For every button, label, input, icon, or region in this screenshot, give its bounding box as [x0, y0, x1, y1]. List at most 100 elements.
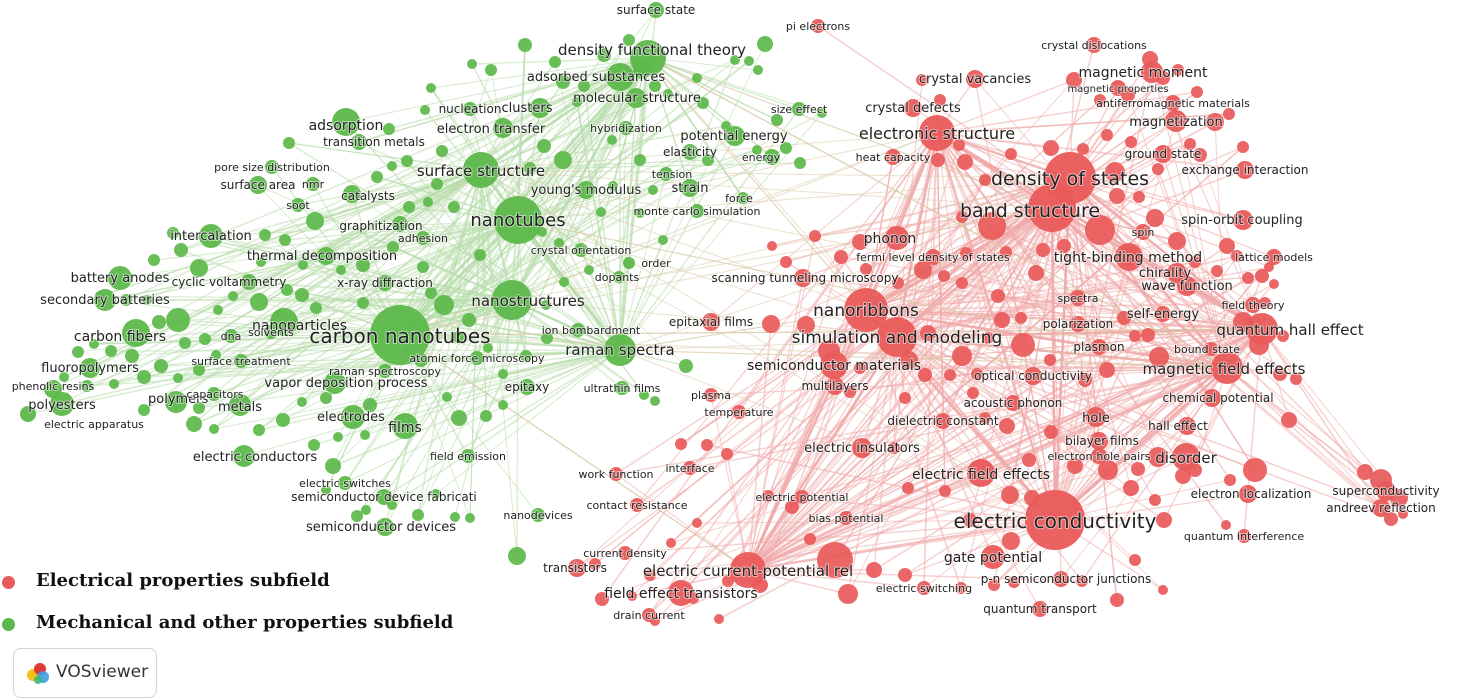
node-dielectric-constant[interactable] — [935, 413, 951, 429]
node-polymers[interactable] — [165, 391, 187, 413]
node-spectra[interactable] — [1070, 290, 1086, 306]
node-potential-energy[interactable] — [725, 126, 745, 146]
node-ultrathin-films[interactable] — [615, 381, 629, 395]
node-scanning-tunneling-microscopy[interactable] — [794, 269, 812, 287]
node-field-theory[interactable] — [1245, 297, 1261, 313]
node-adsorption[interactable] — [332, 108, 360, 136]
node-plasmon[interactable] — [1091, 339, 1107, 355]
node-antiferromagnetic-materials[interactable] — [1165, 95, 1181, 111]
node-chemical-potential[interactable] — [1203, 389, 1221, 407]
node-surface-state[interactable] — [648, 2, 664, 18]
node-electric-potential[interactable] — [795, 490, 809, 504]
node-nanostructures[interactable] — [492, 280, 532, 320]
node-field-effect-transistors[interactable] — [668, 580, 694, 606]
node-graphitization[interactable] — [392, 216, 408, 232]
node-optical-conductivity[interactable] — [1024, 367, 1042, 385]
node-disorder[interactable] — [1172, 443, 1200, 471]
node-interface[interactable] — [683, 461, 697, 475]
node-heat-capacity[interactable] — [885, 149, 901, 165]
node-simulation-and-modeling[interactable] — [877, 317, 917, 357]
node-x-ray-diffraction[interactable] — [377, 275, 393, 291]
node-hall-effect[interactable] — [1178, 417, 1196, 435]
node-field-emission[interactable] — [461, 449, 475, 463]
node-hole[interactable] — [1086, 407, 1106, 427]
node-nanoribbons[interactable] — [844, 288, 888, 332]
node-multilayers[interactable] — [826, 377, 844, 395]
node-tight-binding-method[interactable] — [1115, 243, 1143, 271]
node-bound-state[interactable] — [1204, 342, 1218, 356]
node-magnetic-field-effects[interactable] — [1211, 352, 1243, 384]
node-crystal-orientation[interactable] — [574, 243, 588, 257]
node-secondary-batteries[interactable] — [94, 289, 116, 311]
node-acoustic-phonon[interactable] — [1005, 395, 1021, 411]
node-quantum-transport[interactable] — [1032, 601, 1048, 617]
node-density-functional-theory[interactable] — [630, 40, 666, 76]
node-contact-resistance[interactable] — [630, 498, 644, 512]
node-transistors[interactable] — [568, 559, 586, 577]
node-chirality[interactable] — [1167, 263, 1187, 283]
node-vapor-deposition-process[interactable] — [324, 372, 346, 394]
node-carbon-nanotubes[interactable] — [370, 305, 430, 365]
node-tension[interactable] — [659, 167, 673, 181]
node-young-s-modulus[interactable] — [577, 181, 595, 199]
node-crystal-vacancies[interactable] — [966, 70, 984, 88]
node-dopants[interactable] — [613, 271, 625, 283]
node-electric-field-effects[interactable] — [967, 459, 995, 487]
node-raman-spectra[interactable] — [604, 334, 636, 366]
node-nucleation[interactable] — [463, 102, 477, 116]
node-temperature[interactable] — [732, 405, 746, 419]
node-raman-spectroscopy[interactable] — [378, 364, 392, 378]
node-bias-potential[interactable] — [839, 511, 853, 525]
node-transition-metals[interactable] — [351, 134, 367, 150]
node-soot[interactable] — [291, 198, 305, 212]
node-pore-size-distribution[interactable] — [265, 160, 279, 174]
node-phonon[interactable] — [885, 226, 909, 250]
node-fermi-level-density-of-states[interactable] — [925, 249, 941, 265]
node-epitaxy[interactable] — [519, 379, 535, 395]
node-epitaxial-films[interactable] — [702, 313, 720, 331]
node-exchange-interaction[interactable] — [1236, 161, 1254, 179]
node-magnetic-moment[interactable] — [1141, 61, 1163, 83]
node-size-effect[interactable] — [792, 102, 806, 116]
node-band-structure[interactable] — [1028, 184, 1076, 232]
node-atomic-force-microscopy[interactable] — [470, 351, 484, 365]
node-spin-orbit-coupling[interactable] — [1233, 210, 1253, 230]
node-carbon-fibers[interactable] — [122, 319, 150, 347]
node-nanotubes[interactable] — [494, 196, 542, 244]
node-electrodes[interactable] — [341, 405, 365, 429]
node-nanodevices[interactable] — [531, 508, 545, 522]
node-quantum-interference[interactable] — [1237, 529, 1251, 543]
node-electron-transfer[interactable] — [493, 118, 513, 138]
node-surface-treatment[interactable] — [234, 354, 248, 368]
node-battery-anodes[interactable] — [108, 266, 132, 290]
node-semiconductor-device-fabricati[interactable] — [376, 489, 392, 505]
node-self-energy[interactable] — [1155, 306, 1171, 322]
node-strain[interactable] — [681, 179, 699, 197]
node-fluoropolymers[interactable] — [80, 358, 100, 378]
node-plasma[interactable] — [704, 388, 718, 402]
node-electric-switching[interactable] — [917, 581, 931, 595]
node-crystal-defects[interactable] — [904, 99, 922, 117]
node-electric-current-potential-rel[interactable] — [730, 552, 766, 588]
node-electronic-structure[interactable] — [919, 115, 955, 151]
node-cyclic-voltammetry[interactable] — [241, 274, 257, 290]
node-drain-current[interactable] — [642, 608, 656, 622]
node-electric-conductivity[interactable] — [1025, 490, 1085, 550]
node-superconductivity[interactable] — [1376, 481, 1396, 501]
node-adsorbed-substances[interactable] — [606, 63, 634, 91]
node-pi-electrons[interactable] — [811, 19, 825, 33]
node-clusters[interactable] — [530, 98, 550, 118]
node-surface-area[interactable] — [249, 176, 267, 194]
node-current-density[interactable] — [618, 546, 632, 560]
node-catalysts[interactable] — [343, 185, 361, 203]
node-electric-apparatus[interactable] — [20, 406, 36, 422]
node-polarization[interactable] — [1070, 316, 1086, 332]
node-molecular-structure[interactable] — [626, 88, 646, 108]
node-elasticity[interactable] — [682, 144, 698, 160]
node-adhesion[interactable] — [416, 231, 430, 245]
node-bilayer-films[interactable] — [1090, 432, 1108, 450]
node-force[interactable] — [737, 192, 749, 204]
node-electric-switches[interactable] — [338, 476, 352, 490]
node-surface-structure[interactable] — [463, 152, 499, 188]
node-crystal-dislocations[interactable] — [1086, 37, 1102, 53]
